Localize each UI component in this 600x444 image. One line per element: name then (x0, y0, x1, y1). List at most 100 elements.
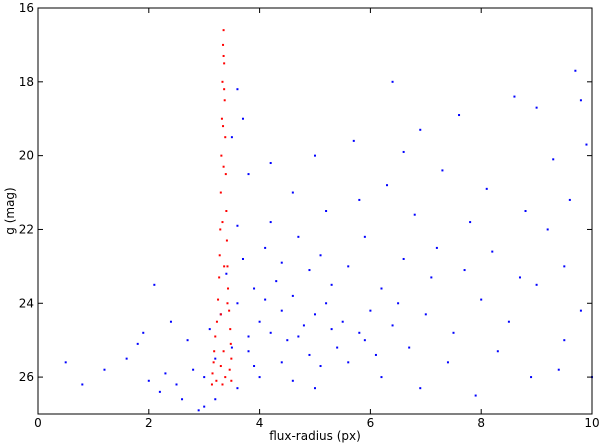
point (247, 350, 250, 353)
point (269, 331, 272, 334)
point (221, 383, 224, 386)
point (535, 283, 538, 286)
point (269, 162, 272, 165)
point (230, 379, 233, 382)
point (552, 158, 555, 161)
point (64, 361, 67, 364)
point (391, 80, 394, 83)
point (210, 383, 213, 386)
point (280, 309, 283, 312)
point (518, 276, 521, 279)
point (380, 376, 383, 379)
point (224, 173, 227, 176)
point (221, 80, 224, 83)
point (507, 320, 510, 323)
point (269, 221, 272, 224)
point (81, 383, 84, 386)
point (369, 309, 372, 312)
point (214, 398, 217, 401)
point (341, 320, 344, 323)
point (227, 287, 230, 290)
point (336, 346, 339, 349)
point (211, 372, 214, 375)
point (391, 324, 394, 327)
point (363, 235, 366, 238)
point (221, 221, 224, 224)
point (485, 187, 488, 190)
point (222, 350, 225, 353)
x-tick-label: 4 (256, 416, 264, 430)
point (308, 269, 311, 272)
point (275, 280, 278, 283)
point (229, 342, 232, 345)
point (175, 383, 178, 386)
point (214, 335, 217, 338)
point (314, 387, 316, 390)
point (153, 283, 156, 286)
point (280, 361, 283, 364)
point (226, 265, 229, 268)
point (197, 409, 200, 412)
point (402, 150, 405, 153)
point (222, 54, 225, 57)
point (125, 357, 128, 360)
point (223, 88, 226, 91)
point (397, 302, 400, 305)
point (308, 353, 311, 356)
point (213, 350, 216, 353)
point (258, 320, 261, 323)
point (530, 376, 533, 379)
point (557, 368, 560, 371)
point (452, 331, 455, 334)
point (325, 210, 328, 212)
point (358, 331, 361, 334)
x-tick-label: 0 (34, 416, 42, 430)
point (224, 376, 227, 379)
point (419, 128, 422, 131)
point (491, 250, 494, 253)
point (225, 210, 228, 212)
point (236, 302, 239, 305)
point (441, 169, 444, 172)
point (214, 357, 217, 360)
point (142, 331, 145, 334)
point (226, 302, 229, 305)
point (241, 257, 244, 260)
x-tick-label: 6 (367, 416, 375, 430)
point (236, 88, 239, 91)
point (230, 346, 233, 349)
y-tick-label: 16 (19, 1, 34, 15)
point (222, 29, 225, 32)
point (386, 184, 389, 187)
point (297, 235, 300, 238)
point (325, 302, 328, 305)
point (374, 353, 377, 356)
point (579, 99, 582, 102)
point (225, 239, 228, 242)
plot-frame (37, 7, 593, 415)
point (474, 394, 477, 397)
point (524, 210, 527, 212)
point (222, 165, 225, 168)
point (220, 117, 223, 120)
point (463, 269, 466, 272)
x-axis-label: flux-radius (px) (269, 429, 361, 443)
point (217, 298, 220, 301)
point (218, 254, 221, 257)
point (253, 287, 256, 290)
point (330, 328, 333, 331)
point (169, 320, 172, 323)
point (347, 265, 350, 268)
point (212, 361, 215, 364)
y-tick-label: 20 (19, 149, 34, 163)
point (286, 339, 289, 342)
point (424, 313, 427, 316)
y-axis-label: g (mag) (3, 187, 17, 234)
point (430, 276, 433, 279)
point (469, 221, 472, 224)
point (164, 372, 167, 375)
point (535, 106, 538, 109)
point (258, 376, 261, 379)
point (585, 143, 588, 146)
